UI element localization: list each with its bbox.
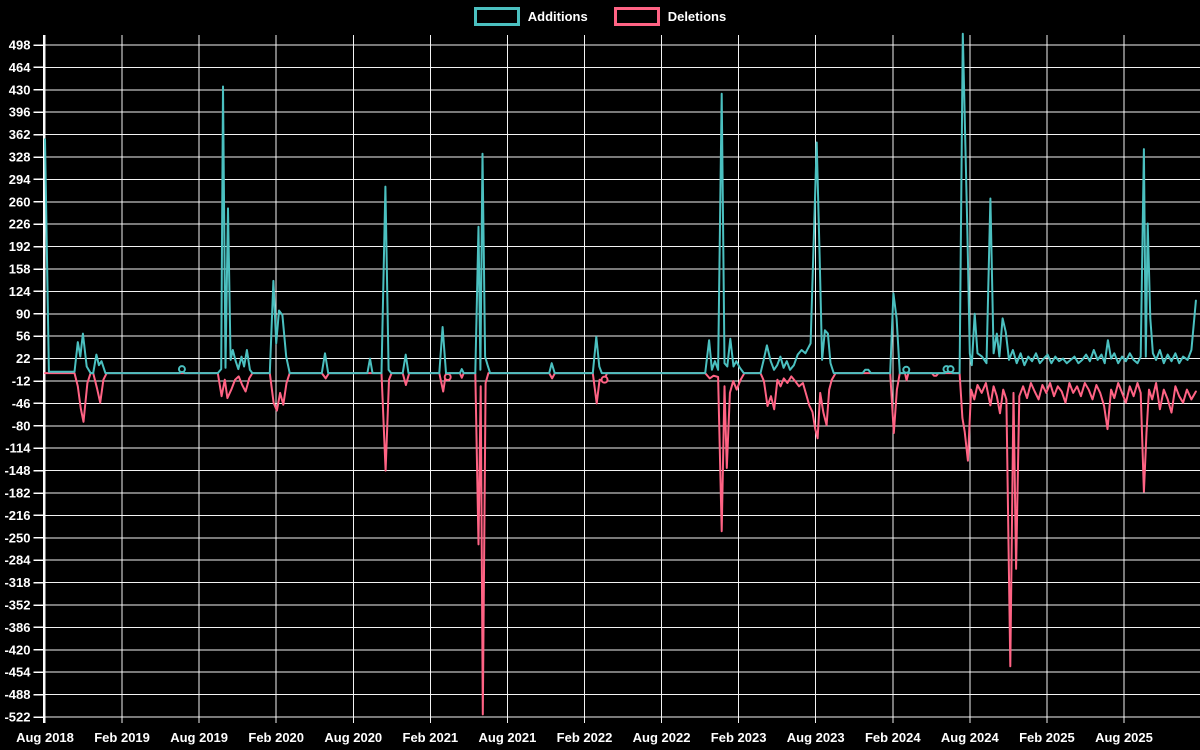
x-axis-tick-label: Feb 2022 <box>557 730 613 745</box>
deletions-point-marker <box>443 373 452 382</box>
legend-item-additions[interactable]: Additions <box>473 7 588 26</box>
y-axis-tick-label: -284 <box>4 553 31 568</box>
y-axis-tick-label: 362 <box>9 127 31 142</box>
x-axis-tick-label: Aug 2023 <box>787 730 845 745</box>
x-axis-tick-label: Feb 2025 <box>1019 730 1075 745</box>
additions-point-marker <box>177 365 186 374</box>
y-axis-tick-label: -114 <box>5 441 31 456</box>
y-axis-tick-label: 158 <box>9 262 31 277</box>
y-axis-tick-label: -454 <box>4 665 31 680</box>
x-axis-tick-label: Feb 2020 <box>248 730 304 745</box>
chart-legend: Additions Deletions <box>0 7 1200 26</box>
x-axis-tick-label: Aug 2020 <box>324 730 382 745</box>
x-axis-tick-label: Aug 2025 <box>1095 730 1153 745</box>
x-axis-tick-label: Feb 2023 <box>711 730 767 745</box>
y-axis-tick-label: 192 <box>9 239 31 254</box>
y-axis-tick-label: -250 <box>4 530 30 545</box>
x-axis-tick-label: Feb 2024 <box>865 730 921 745</box>
y-axis-tick-label: 328 <box>9 150 31 165</box>
x-axis-tick-label: Feb 2021 <box>403 730 459 745</box>
y-axis-tick-label: 124 <box>9 284 31 299</box>
legend-item-deletions[interactable]: Deletions <box>613 7 727 26</box>
y-axis-tick-label: -352 <box>4 598 30 613</box>
y-axis-tick-label: 226 <box>9 217 31 232</box>
additions-line <box>44 32 1197 375</box>
x-axis-tick-label: Aug 2024 <box>941 730 1000 745</box>
y-axis-tick-label: 430 <box>9 82 31 97</box>
legend-swatch-deletions <box>613 7 660 26</box>
deletions-line <box>44 372 1197 716</box>
y-axis-tick-label: 56 <box>16 329 30 344</box>
x-axis-tick-label: Aug 2021 <box>479 730 537 745</box>
x-axis-tick-label: Aug 2019 <box>170 730 228 745</box>
x-axis-tick-label: Feb 2019 <box>94 730 150 745</box>
y-axis-tick-label: -386 <box>4 620 30 635</box>
y-axis-tick-label: -488 <box>4 687 30 702</box>
y-axis-tick-label: 294 <box>9 172 31 187</box>
y-axis-tick-label: -46 <box>12 396 31 411</box>
y-axis-tick-label: -522 <box>4 710 30 725</box>
x-axis-tick-label: Aug 2022 <box>633 730 691 745</box>
y-axis-tick-label: -12 <box>12 374 31 389</box>
y-axis-tick-label: 22 <box>16 351 30 366</box>
y-axis-tick-label: 396 <box>9 105 31 120</box>
y-axis-tick-label: -182 <box>4 486 30 501</box>
y-axis-tick-label: 464 <box>9 60 31 75</box>
y-axis-tick-label: 260 <box>9 194 31 209</box>
y-axis-tick-label: 498 <box>9 38 31 53</box>
y-axis-tick-label: -318 <box>4 575 30 590</box>
y-axis-tick-label: -420 <box>4 642 30 657</box>
y-axis-tick-label: 90 <box>16 306 30 321</box>
additions-point-marker <box>946 365 955 374</box>
y-axis-tick-label: -148 <box>4 463 30 478</box>
y-axis-tick-label: -80 <box>12 418 31 433</box>
legend-label-additions: Additions <box>527 9 588 24</box>
y-axis-tick-label: -216 <box>4 508 30 523</box>
legend-label-deletions: Deletions <box>667 9 727 24</box>
additions-point-marker <box>902 365 911 374</box>
x-axis-tick-label: Aug 2018 <box>16 730 74 745</box>
legend-swatch-additions <box>473 7 520 26</box>
deletions-point-marker <box>600 375 609 384</box>
